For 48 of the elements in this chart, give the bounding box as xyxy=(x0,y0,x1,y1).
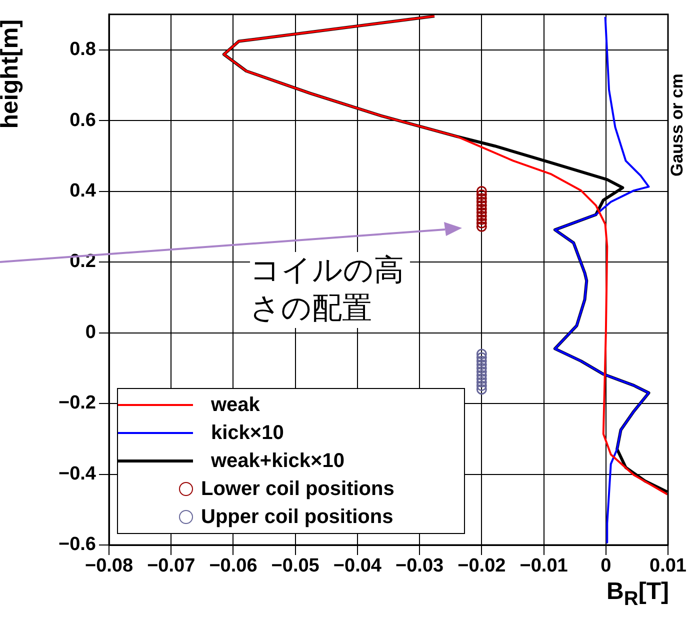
y-tick-label: 0 xyxy=(85,322,96,343)
point xyxy=(476,362,487,374)
x-axis-title: B$_{R}$[T] xyxy=(606,578,669,611)
point xyxy=(476,207,487,218)
point xyxy=(476,356,487,366)
legend-label: kick×10 xyxy=(211,422,284,444)
x-tick-label: −0.04 xyxy=(333,556,382,577)
point xyxy=(476,200,487,211)
point xyxy=(476,204,487,214)
point xyxy=(476,193,487,204)
annotation: Gauss or cm xyxy=(668,74,688,176)
point xyxy=(476,377,487,388)
x-tick-label: 0 xyxy=(600,556,612,577)
y-tick-label: 0.6 xyxy=(70,110,96,131)
point xyxy=(476,352,487,363)
y-tick-label: −0.2 xyxy=(58,392,96,414)
point xyxy=(476,221,487,232)
x-tick-label: −0.01 xyxy=(520,556,568,577)
legend-label: Upper coil positions xyxy=(201,506,394,528)
point xyxy=(476,214,487,225)
x-tick-label: 0.01 xyxy=(650,556,687,577)
point xyxy=(476,186,487,197)
x-tick-label: −0.02 xyxy=(458,556,506,577)
point xyxy=(476,370,487,380)
point xyxy=(476,380,487,392)
point xyxy=(476,373,487,384)
point xyxy=(476,359,487,370)
legend-label: weak+kick×10 xyxy=(211,450,344,472)
y-axis-title: height[m] xyxy=(0,19,25,129)
x-tick-label: −0.08 xyxy=(84,556,134,577)
point xyxy=(476,366,487,377)
y-tick-label: 0.8 xyxy=(70,39,96,60)
x-tick-label: −0.07 xyxy=(147,556,196,577)
point xyxy=(476,210,487,222)
annotation: コイルの高さの配置 xyxy=(250,252,410,328)
x-tick-label: −0.05 xyxy=(271,556,320,577)
x-tick-label: −0.03 xyxy=(396,556,444,577)
point xyxy=(476,190,487,200)
point xyxy=(476,384,487,395)
legend-label: Lower coil positions xyxy=(201,478,394,500)
y-tick-label: 0.4 xyxy=(70,180,96,202)
legend-label: weak xyxy=(211,394,260,416)
point xyxy=(476,218,487,228)
y-tick-label: −0.6 xyxy=(58,534,96,556)
point xyxy=(476,348,487,360)
y-tick-label: −0.4 xyxy=(58,463,96,484)
x-tick-label: −0.06 xyxy=(209,556,258,577)
point xyxy=(476,196,487,208)
